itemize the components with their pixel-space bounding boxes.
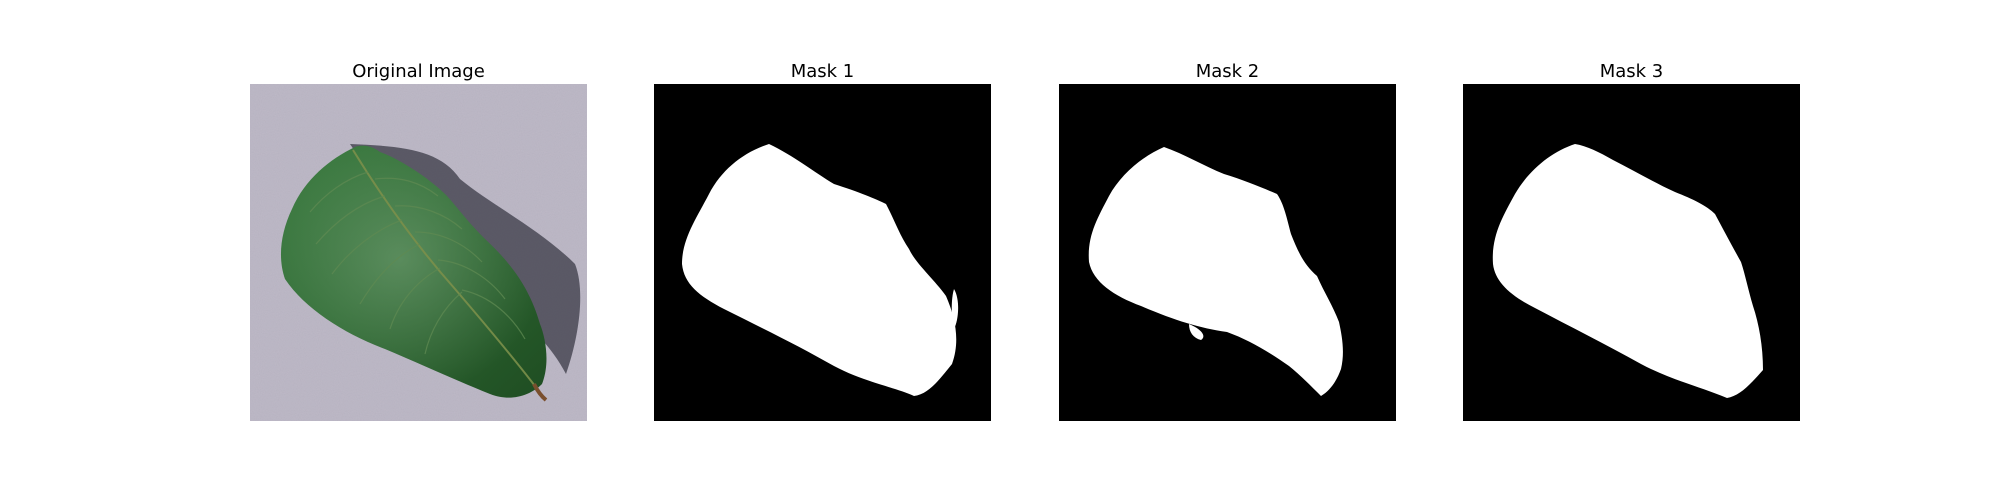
mask-2-region — [1088, 147, 1343, 396]
mask-2-image — [1059, 84, 1396, 421]
panel-title-original-image: Original Image — [352, 61, 485, 82]
mask-3-region — [1492, 144, 1763, 398]
original-leaf-image — [250, 84, 587, 421]
panel-mask-3: Mask 3 — [1463, 60, 1800, 430]
panel-original-image: Original Image — [250, 60, 587, 430]
mask-1-region — [682, 144, 957, 396]
leaf-stem — [532, 383, 548, 402]
panel-mask-2: Mask 2 — [1059, 60, 1396, 430]
panel-title-mask-1: Mask 1 — [790, 61, 855, 82]
panel-mask-1: Mask 1 — [654, 60, 991, 430]
mask-3-image — [1463, 84, 1800, 421]
leaf-midrib — [352, 149, 536, 387]
panel-title-mask-2: Mask 2 — [1195, 61, 1260, 82]
mask-1-image — [654, 84, 991, 421]
panel-title-mask-3: Mask 3 — [1599, 61, 1664, 82]
